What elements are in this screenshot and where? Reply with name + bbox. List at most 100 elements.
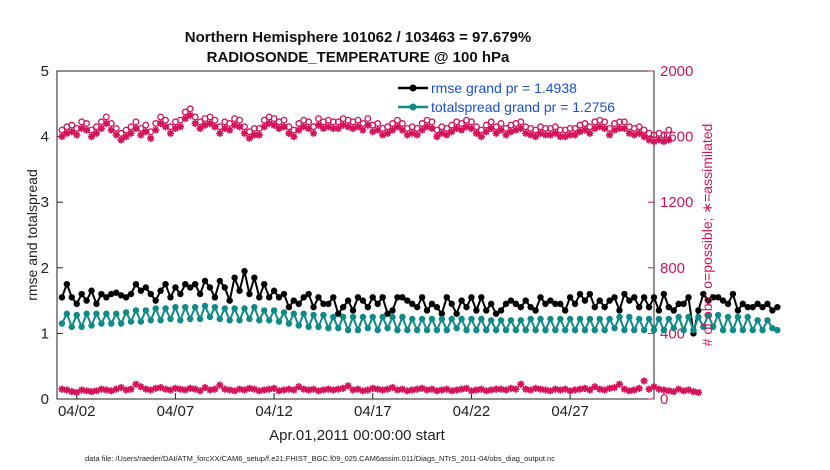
data-point [211, 303, 219, 311]
data-point [246, 315, 253, 323]
x-tick-label: 04/22 [453, 403, 491, 420]
data-point [290, 133, 298, 141]
chart-subtitle: RADIOSONDE_TEMPERATURE @ 100 hPa [207, 49, 510, 66]
data-point [389, 120, 396, 127]
data-point [231, 305, 238, 312]
data-point [625, 129, 633, 137]
data-point [63, 310, 71, 317]
data-point [635, 123, 643, 131]
data-point [561, 133, 569, 141]
data-point [265, 119, 273, 128]
data-point [349, 386, 357, 394]
data-point [483, 326, 490, 334]
data-point [147, 386, 155, 394]
series-3 [58, 111, 673, 146]
data-point [384, 310, 391, 317]
data-point [631, 326, 638, 334]
data-point [542, 326, 549, 334]
data-point [468, 294, 475, 301]
data-point [483, 307, 490, 314]
series-2 [58, 105, 673, 139]
data-point [369, 128, 377, 136]
data-point [601, 386, 609, 394]
data-marks [58, 105, 781, 397]
data-point [369, 313, 376, 321]
data-point [270, 307, 278, 314]
data-point [517, 124, 525, 132]
x-tick-label: 04/02 [58, 403, 96, 420]
data-point [635, 384, 643, 392]
data-point [591, 326, 598, 334]
data-point [507, 384, 515, 392]
data-point [339, 384, 347, 392]
x-tick-label: 04/12 [255, 403, 293, 420]
legend: rmse grand pr = 1.4938 totalspread grand… [395, 77, 652, 117]
data-point [290, 310, 298, 317]
data-point [364, 303, 372, 311]
footnote: data file: /Users/raeder/DAI/ATM_forcXX/… [85, 454, 555, 463]
data-point [620, 124, 628, 132]
data-point [181, 114, 189, 123]
data-point [542, 300, 549, 308]
data-point [305, 290, 312, 298]
data-point [98, 290, 105, 298]
data-point [670, 307, 677, 314]
data-point [261, 307, 268, 314]
data-point [660, 131, 668, 139]
data-point [236, 317, 243, 324]
data-point [482, 121, 490, 129]
data-point [58, 133, 66, 141]
data-point [181, 386, 189, 394]
data-point [147, 317, 154, 324]
data-point [457, 126, 466, 134]
data-point [620, 118, 628, 126]
data-point [97, 385, 106, 393]
data-point [265, 294, 273, 301]
data-point [393, 116, 401, 124]
data-point [187, 315, 194, 323]
data-point [611, 324, 618, 332]
y-tick-label: 3 [41, 194, 49, 211]
data-point [182, 303, 189, 311]
data-point [398, 120, 406, 127]
data-point [472, 129, 480, 137]
data-point [113, 310, 120, 317]
data-point [78, 290, 85, 298]
data-point [616, 313, 623, 321]
data-point [537, 315, 544, 323]
data-point [615, 380, 624, 388]
data-point [63, 386, 71, 394]
data-point [374, 385, 382, 393]
data-point [393, 123, 402, 131]
data-point [250, 131, 258, 139]
data-point [650, 383, 658, 391]
data-point [556, 133, 564, 141]
data-point [571, 300, 579, 308]
data-point [542, 124, 549, 132]
data-point [275, 387, 283, 395]
data-point [117, 383, 125, 392]
data-point [403, 131, 411, 139]
legend-label-totalspread: totalspread grand pr = 1.2756 [431, 99, 615, 115]
data-point [314, 387, 323, 395]
data-point [586, 290, 594, 298]
data-point [527, 315, 534, 323]
data-point [413, 131, 421, 139]
data-point [250, 385, 258, 393]
data-point [541, 386, 550, 394]
y-tick-label: 0 [41, 391, 49, 408]
data-point [186, 105, 194, 113]
data-point [695, 313, 702, 321]
data-point [581, 120, 589, 127]
data-point [512, 300, 520, 308]
data-point [191, 281, 199, 288]
data-point [226, 126, 234, 134]
data-point [275, 294, 283, 301]
data-point [236, 116, 244, 124]
data-point [443, 131, 451, 139]
data-point [379, 131, 387, 139]
data-point [369, 294, 376, 301]
data-point [556, 386, 564, 394]
data-point [319, 386, 328, 394]
data-point [196, 290, 204, 298]
